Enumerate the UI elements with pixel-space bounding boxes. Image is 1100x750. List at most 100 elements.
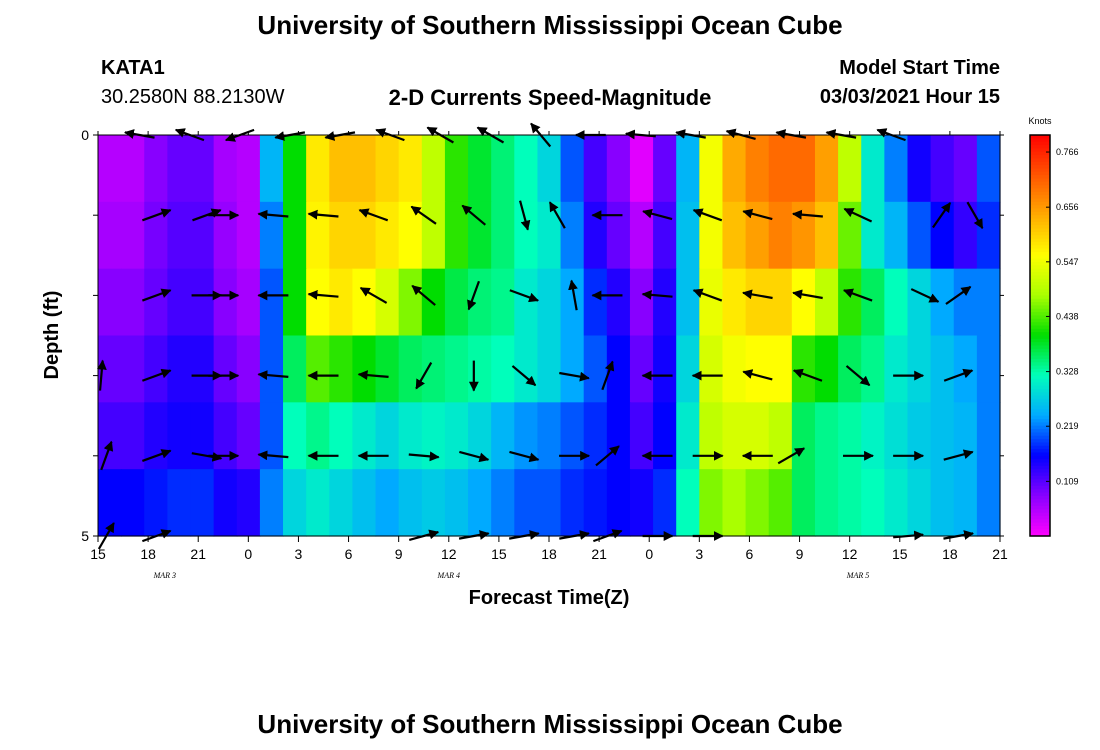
day-label: MAR 4 — [437, 571, 460, 580]
heat-cell — [745, 469, 770, 537]
colorbar-segment — [1030, 251, 1050, 256]
colorbar-segment — [1030, 282, 1050, 286]
colorbar-segment — [1030, 485, 1050, 490]
heat-cell — [629, 402, 654, 470]
heat-cell — [930, 469, 955, 537]
heat-cell — [468, 469, 492, 537]
colorbar-tick-label: 0.766 — [1056, 147, 1079, 157]
heat-cell — [444, 268, 469, 337]
current-vector — [692, 288, 723, 302]
heat-cell — [722, 201, 747, 270]
heat-cell — [329, 268, 354, 337]
current-vector — [559, 371, 590, 382]
heat-cell — [653, 201, 677, 270]
heat-cell — [259, 268, 284, 337]
colorbar-segment — [1030, 462, 1050, 467]
colorbar-tick-label: 0.328 — [1056, 367, 1079, 377]
heat-cell — [514, 469, 539, 537]
heat-cell — [352, 335, 377, 403]
heat-cell — [953, 469, 978, 537]
heat-cell — [976, 335, 1001, 403]
heat-cell — [953, 135, 978, 203]
colorbar-segment — [1030, 238, 1050, 243]
heat-cell — [259, 469, 284, 537]
colorbar-segment — [1030, 365, 1050, 370]
heat-cell — [398, 335, 423, 403]
heat-cell — [560, 335, 585, 403]
colorbar-segment — [1030, 439, 1050, 444]
heat-cell — [398, 135, 423, 203]
colorbar-segment — [1030, 205, 1050, 210]
heat-cell — [259, 402, 284, 470]
heat-cell — [352, 469, 377, 537]
heat-cell — [583, 201, 608, 270]
colorbar-segment — [1030, 318, 1050, 323]
current-vector — [461, 204, 487, 226]
heat-cell — [329, 201, 354, 270]
colorbar-tick-label: 0.656 — [1056, 202, 1079, 212]
heat-cell — [629, 335, 654, 403]
heat-cell — [560, 201, 585, 270]
heat-cell — [121, 402, 145, 470]
colorbar-segment — [1030, 489, 1050, 494]
heat-cell — [306, 268, 330, 337]
heat-cell — [491, 335, 515, 403]
heat-cell — [583, 135, 608, 203]
heat-cell — [98, 402, 122, 470]
current-vector — [141, 288, 172, 302]
current-vector — [411, 284, 436, 306]
heat-cell — [814, 335, 839, 403]
heat-cell — [907, 402, 932, 470]
heat-cell — [375, 469, 400, 537]
colorbar-segment — [1030, 261, 1050, 266]
current-vector — [518, 200, 531, 231]
colorbar-segment — [1030, 435, 1050, 440]
heat-cell — [190, 135, 215, 203]
current-vector — [96, 359, 107, 391]
heat-cell — [421, 201, 446, 270]
x-tick-label: 6 — [345, 546, 353, 562]
colorbar-segment — [1030, 395, 1050, 400]
heat-cell — [144, 335, 168, 403]
heat-cell — [606, 268, 631, 337]
colorbar-segment — [1030, 412, 1050, 417]
colorbar-segment — [1030, 308, 1050, 313]
heat-cell — [236, 135, 261, 203]
heat-cell — [306, 201, 330, 270]
heat-cell — [167, 402, 192, 470]
heat-cell — [745, 201, 770, 270]
heat-cell — [676, 268, 700, 337]
current-vector — [742, 208, 773, 221]
x-tick-label: 3 — [695, 546, 703, 562]
colorbar-segment — [1030, 158, 1050, 163]
heat-cell — [352, 402, 377, 470]
current-vector — [777, 447, 806, 465]
current-vector — [359, 286, 388, 304]
colorbar-segment — [1030, 525, 1050, 530]
heat-cell — [606, 135, 631, 203]
heat-cell — [444, 135, 469, 203]
heat-cell — [468, 201, 492, 270]
colorbar-segment — [1030, 522, 1050, 527]
x-axis: 15 18 21 0 3 6 9 12 15 18 21 0 3 6 9 12 15 18 21 MAR 3 MAR 4… — [90, 131, 1008, 580]
current-vector — [307, 209, 339, 220]
heat-cell — [121, 201, 145, 270]
colorbar-tick-label: 0.547 — [1056, 257, 1079, 267]
colorbar-segment — [1030, 388, 1050, 393]
heat-cell — [306, 135, 330, 203]
heat-cell — [953, 335, 978, 403]
heat-cell — [144, 201, 168, 270]
heat-cell — [167, 335, 192, 403]
station-id: KATA1 — [101, 57, 165, 79]
current-vector — [511, 365, 537, 387]
colorbar-segment — [1030, 258, 1050, 263]
current-vector — [742, 289, 773, 300]
heat-cell — [514, 335, 539, 403]
heat-cell — [213, 469, 238, 537]
colorbar-segment — [1030, 278, 1050, 283]
current-vector — [467, 280, 480, 311]
colorbar-segment — [1030, 145, 1050, 149]
colorbar-segment — [1030, 499, 1050, 504]
heat-cell — [190, 402, 215, 470]
heat-cell — [213, 135, 238, 203]
